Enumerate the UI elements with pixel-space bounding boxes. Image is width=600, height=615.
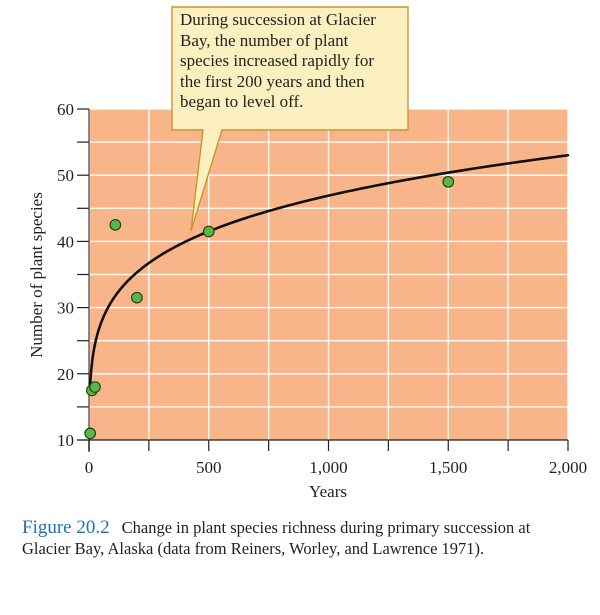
callout-line: began to level off. — [180, 92, 304, 111]
x-tick-label: 500 — [196, 458, 222, 477]
data-point — [109, 219, 122, 231]
figure-label: Figure 20.2 — [22, 517, 110, 538]
y-tick-label: 60 — [57, 100, 74, 119]
x-tick-label: 2,000 — [549, 458, 587, 477]
data-point — [442, 175, 455, 188]
y-tick-label: 50 — [57, 166, 74, 185]
callout-line: Bay, the number of plant — [180, 30, 349, 50]
y-tick-label: 20 — [57, 365, 74, 384]
data-point — [89, 381, 101, 393]
callout-line: During succession at Glacier — [180, 10, 376, 29]
callout-bubble — [171, 6, 409, 232]
x-tick-label: 1,500 — [429, 458, 467, 477]
y-axis-label: Number of plant species — [27, 192, 46, 358]
trend-line — [88, 153, 570, 386]
callout-text: During succession at Glacier Bay, the nu… — [180, 10, 406, 113]
callout-line: species increased rapidly for — [180, 51, 374, 70]
figure-caption: Figure 20.2 Change in plant species richn… — [22, 517, 582, 559]
data-point — [202, 225, 215, 238]
caption-text: Change in plant species richness during … — [22, 518, 531, 558]
callout-line: the first 200 years and then — [180, 71, 365, 91]
y-tick-label: 40 — [57, 232, 74, 251]
y-tick-label: 10 — [57, 431, 74, 450]
x-axis-label: Years — [309, 482, 347, 501]
y-tick-label: 30 — [57, 299, 74, 318]
x-tick-label: 0 — [85, 458, 94, 477]
trend-curve — [88, 153, 570, 386]
data-points — [84, 175, 455, 440]
x-tick-label: 1,000 — [309, 458, 347, 477]
data-point — [84, 427, 97, 440]
data-point — [131, 291, 143, 304]
callout-box — [171, 6, 409, 232]
